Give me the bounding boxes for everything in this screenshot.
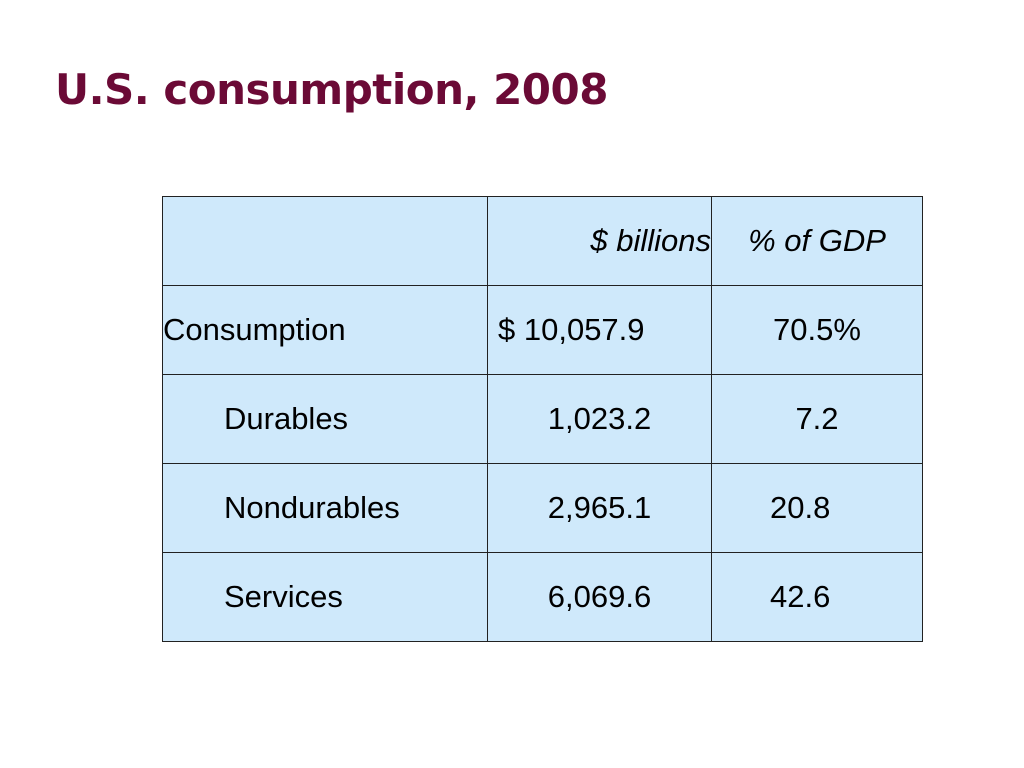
header-cell-billions: $ billions <box>487 196 712 286</box>
table-row: Durables 1,023.2 7.2 <box>162 374 923 464</box>
table-row: Services 6,069.6 42.6 <box>162 552 923 642</box>
cell-gdp-pct: 7.2 <box>711 374 923 464</box>
cell-gdp-pct: 70.5% <box>711 285 923 375</box>
row-label-durables: Durables <box>162 374 488 464</box>
cell-billions: 2,965.1 <box>487 463 712 553</box>
slide-title: U.S. consumption, 2008 <box>55 65 608 114</box>
row-label-nondurables: Nondurables <box>162 463 488 553</box>
consumption-table: $ billions % of GDP Consumption $ 10,057… <box>162 196 923 642</box>
header-cell-gdp: % of GDP <box>711 196 923 286</box>
table-header-row: $ billions % of GDP <box>162 196 923 286</box>
table-row: Nondurables 2,965.1 20.8 <box>162 463 923 553</box>
row-label-consumption: Consumption <box>162 285 488 375</box>
table-row: Consumption $ 10,057.9 70.5% <box>162 285 923 375</box>
cell-gdp-pct: 20.8 <box>711 463 923 553</box>
header-cell-empty <box>162 196 488 286</box>
cell-billions: $ 10,057.9 <box>487 285 712 375</box>
cell-gdp-pct: 42.6 <box>711 552 923 642</box>
row-label-services: Services <box>162 552 488 642</box>
cell-billions: 6,069.6 <box>487 552 712 642</box>
cell-billions: 1,023.2 <box>487 374 712 464</box>
